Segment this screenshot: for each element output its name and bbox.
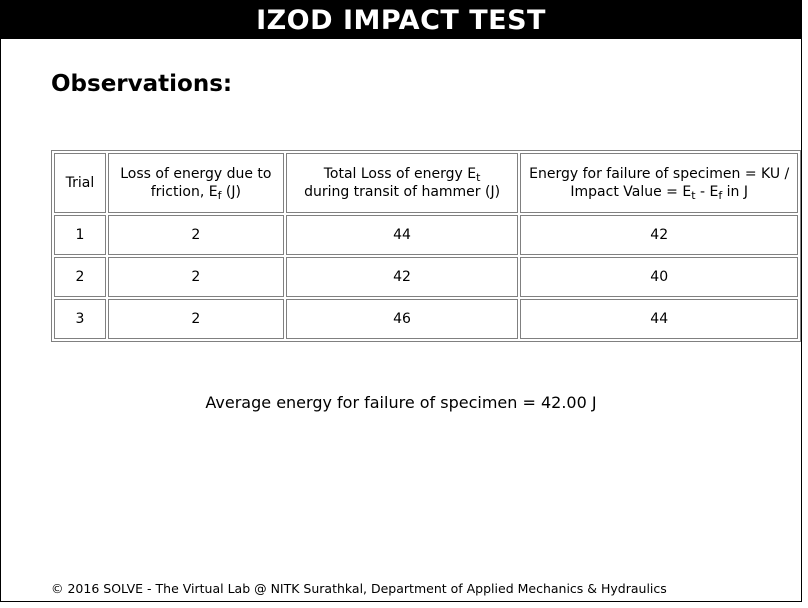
header-failure-energy: Energy for failure of specimen = KU / Im…: [520, 153, 798, 213]
observations-table: Trial Loss of energy due to friction, Ef…: [51, 150, 801, 342]
cell-failure: 40: [520, 257, 798, 297]
cell-trial: 3: [54, 299, 106, 339]
table-header-row: Trial Loss of energy due to friction, Ef…: [54, 153, 798, 213]
table-row: 1 2 44 42: [54, 215, 798, 255]
header-trial: Trial: [54, 153, 106, 213]
header-friction-loss: Loss of energy due to friction, Ef (J): [107, 153, 284, 213]
copyright-footer: © 2016 SOLVE - The Virtual Lab @ NITK Su…: [51, 581, 667, 596]
cell-trial: 1: [54, 215, 106, 255]
cell-total: 42: [285, 257, 519, 297]
cell-failure: 44: [520, 299, 798, 339]
cell-total: 46: [285, 299, 519, 339]
cell-friction: 2: [107, 299, 284, 339]
cell-friction: 2: [107, 257, 284, 297]
table-row: 3 2 46 44: [54, 299, 798, 339]
cell-failure: 42: [520, 215, 798, 255]
average-energy-summary: Average energy for failure of specimen =…: [205, 393, 597, 412]
cell-total: 44: [285, 215, 519, 255]
cell-friction: 2: [107, 215, 284, 255]
header-total-loss: Total Loss of energy Et during transit of…: [285, 153, 519, 213]
page-title: IZOD IMPACT TEST: [1, 1, 801, 39]
table-row: 2 2 42 40: [54, 257, 798, 297]
observations-heading: Observations:: [51, 71, 233, 97]
cell-trial: 2: [54, 257, 106, 297]
